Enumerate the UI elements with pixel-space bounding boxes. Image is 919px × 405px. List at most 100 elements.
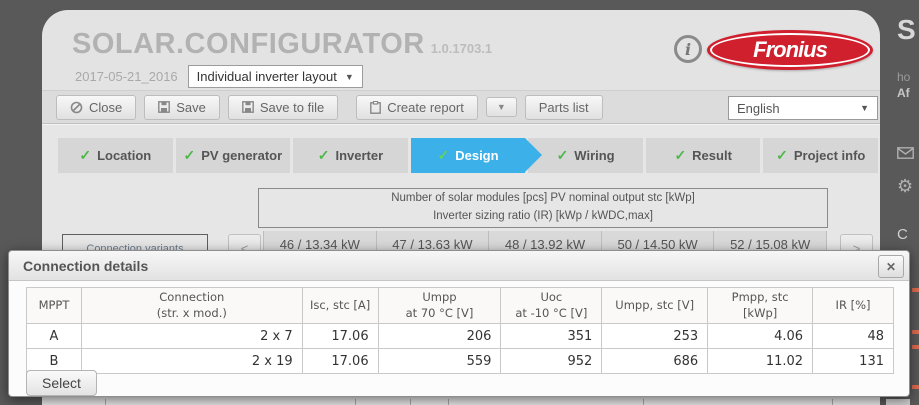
save-button-label: Save [176, 99, 206, 115]
fronius-logo: Fronius [707, 30, 873, 70]
app-title: SOLAR.CONFIGURATOR 1.0.1703.1 [72, 28, 492, 61]
tab-label: Wiring [574, 148, 615, 163]
col-header-ir: IR [%] [812, 286, 894, 325]
floppy-icon [158, 101, 171, 113]
info-icon[interactable]: i [674, 35, 702, 63]
toolbar: Close Save Save to file Create report ▼ … [42, 90, 880, 124]
modal-title: Connection details [23, 257, 149, 274]
cell-mppt: A [26, 323, 82, 350]
check-icon: ✓ [776, 147, 788, 163]
chevron-down-icon: ▼ [344, 71, 354, 82]
sidebar-red-text-fragment [912, 345, 919, 349]
col-header-isc: Isc, stc [A] [301, 286, 379, 325]
page-fragment-strip [42, 399, 880, 405]
tab-result[interactable]: ✓ Result [645, 138, 761, 173]
cell-isc: 17.06 [301, 348, 379, 375]
cell-uoc: 952 [500, 348, 603, 375]
table-header-row: MPPT Connection (str. x mod.) Isc, stc [… [26, 286, 894, 325]
variant-title: 48 / 13.92 kW [504, 237, 586, 252]
col-header-umpp-stc: Umpp, stc [V] [601, 286, 709, 325]
tab-label: Location [97, 148, 152, 163]
check-icon: ✓ [317, 147, 330, 163]
tab-label: Inverter [335, 148, 384, 163]
tab-project-info[interactable]: ✓ Project info [763, 138, 879, 173]
col-header-pmpp: Pmpp, stc [kWp] [707, 286, 814, 325]
table-row[interactable]: A 2 x 7 17.06 206 351 253 4.06 48 [26, 323, 894, 350]
project-row: 2017-05-21_2016 Individual inverter layo… [75, 65, 363, 88]
tab-location[interactable]: ✓ Location [58, 138, 173, 173]
chevron-down-icon: ▼ [496, 102, 506, 112]
tab-label: Project info [793, 148, 866, 163]
variant-title: 47 / 13.63 kW [392, 237, 473, 252]
tab-label: Design [455, 148, 499, 163]
sidebar-text-fragment: ho [897, 70, 911, 84]
col-header-mppt: MPPT [26, 286, 82, 325]
tab-label: PV generator [201, 148, 283, 163]
info-box-line1: Number of solar modules [pcs] PV nominal… [391, 192, 695, 205]
cell-connection: 2 x 19 [80, 348, 303, 375]
col-header-uoc: Uoc at -10 °C [V] [500, 286, 603, 325]
cell-umpp70: 559 [377, 348, 502, 375]
modal-close-button[interactable]: ✕ [878, 255, 904, 278]
tab-label: Result [692, 148, 732, 163]
app-version: 1.0.1703.1 [430, 41, 493, 56]
save-to-file-button[interactable]: Save to file [227, 94, 339, 120]
circle-slash-icon [70, 101, 83, 113]
col-header-umpp70: Umpp at 70 °C [V] [377, 286, 502, 325]
cell-uoc: 351 [500, 323, 603, 350]
check-icon: ✓ [556, 147, 569, 163]
tab-inverter[interactable]: ✓ Inverter [293, 138, 408, 173]
cell-pmpp: 11.02 [707, 348, 814, 375]
design-info-box: Number of solar modules [pcs] PV nominal… [258, 188, 828, 228]
sidebar-red-text-fragment [912, 330, 919, 334]
cell-pmpp: 4.06 [707, 323, 814, 350]
parts-list-button-label: Parts list [538, 99, 589, 115]
save-button[interactable]: Save [144, 94, 220, 120]
sidebar-red-text-fragment [912, 288, 919, 292]
divider [410, 399, 411, 405]
check-icon: ✓ [79, 147, 92, 163]
table-row[interactable]: B 2 x 19 17.06 559 952 686 11.02 131 [26, 348, 894, 375]
check-icon: ✓ [183, 147, 196, 163]
cell-ir: 48 [812, 323, 894, 350]
cell-ir: 131 [812, 348, 894, 375]
tab-design[interactable]: ✓ Design [410, 138, 542, 173]
close-button-label: Close [89, 99, 123, 115]
tab-wiring[interactable]: ✓ Wiring [528, 138, 643, 173]
variant-title: 52 / 15.08 kW [730, 237, 811, 252]
app-title-text: SOLAR.CONFIGURATOR [72, 28, 425, 60]
clipboard-icon [370, 100, 382, 114]
language-select[interactable]: English ▼ [728, 96, 878, 120]
select-button[interactable]: Select [26, 370, 97, 396]
divider [643, 399, 644, 405]
layout-select-value: Individual inverter layout [196, 69, 337, 84]
connection-details-modal: Connection details ✕ MPPT Connection (st… [8, 250, 910, 397]
modal-header[interactable]: Connection details [9, 251, 909, 281]
close-icon: ✕ [885, 259, 897, 274]
tab-pv-generator[interactable]: ✓ PV generator [175, 138, 291, 173]
chevron-down-icon: ▼ [860, 103, 869, 113]
cell-mppt: B [26, 348, 82, 375]
save-to-file-button-label: Save to file [259, 99, 325, 115]
cell-umpp-stc: 253 [601, 323, 709, 350]
create-report-dropdown-button[interactable]: ▼ [485, 97, 517, 117]
info-box-line2: Inverter sizing ratio (IR) [kWp / kWDC,m… [433, 210, 653, 222]
col-header-connection: Connection (str. x mod.) [80, 286, 303, 325]
project-name: 2017-05-21_2016 [75, 69, 178, 84]
gear-icon[interactable]: ⚙ [897, 176, 914, 196]
variant-title: 46 / 13.34 kW [279, 237, 360, 252]
cell-umpp-stc: 686 [601, 348, 709, 375]
check-icon: ✓ [437, 147, 450, 163]
envelope-icon[interactable] [897, 146, 914, 164]
divider [832, 399, 833, 405]
divider [355, 399, 356, 405]
cell-connection: 2 x 7 [80, 323, 303, 350]
variant-title: 50 / 14.50 kW [617, 237, 698, 252]
sidebar-red-text-fragment [912, 385, 919, 389]
sidebar-text-fragment: Af [897, 86, 910, 100]
create-report-button[interactable]: Create report [356, 94, 478, 120]
close-button[interactable]: Close [56, 94, 137, 120]
parts-list-button[interactable]: Parts list [524, 94, 603, 120]
layout-select[interactable]: Individual inverter layout ▼ [187, 65, 363, 88]
cell-umpp70: 206 [377, 323, 502, 350]
